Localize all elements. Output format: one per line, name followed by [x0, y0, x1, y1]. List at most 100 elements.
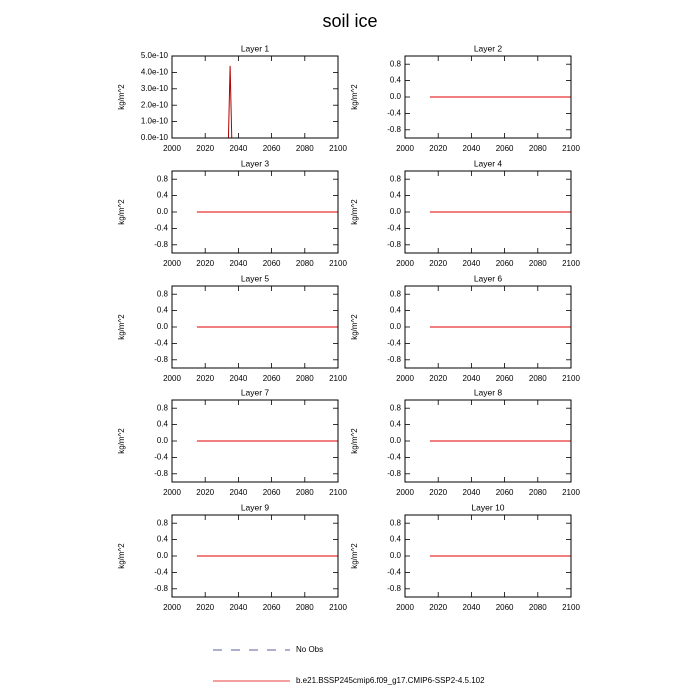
panel-title: Layer 1 [241, 43, 270, 53]
x-tick-label: 2100 [562, 374, 580, 383]
y-tick-label: -0.8 [154, 584, 168, 593]
x-tick-label: 2060 [496, 488, 514, 497]
y-tick-label: 0.8 [157, 289, 169, 298]
x-tick-label: 2080 [296, 603, 314, 612]
x-tick-label: 2000 [396, 488, 414, 497]
y-axis-label: kg/m^2 [117, 428, 126, 454]
figure-title: soil ice [322, 11, 377, 31]
x-tick-label: 2020 [196, 259, 214, 268]
y-tick-label: 0.4 [390, 535, 402, 544]
x-tick-label: 2020 [429, 259, 447, 268]
y-tick-label: -0.8 [387, 355, 401, 364]
y-tick-label: 0.4 [157, 535, 169, 544]
y-tick-label: 0.8 [390, 518, 402, 527]
x-tick-label: 2040 [463, 374, 481, 383]
legend-label: b.e21.BSSP245cmip6.f09_g17.CMIP6-SSP2-4.… [296, 676, 485, 685]
x-tick-label: 2100 [329, 144, 347, 153]
x-tick-label: 2100 [329, 374, 347, 383]
y-tick-label: 0.8 [390, 174, 402, 183]
x-tick-label: 2040 [230, 144, 248, 153]
plot-frame [404, 399, 572, 483]
y-tick-label: -0.4 [154, 453, 168, 462]
y-tick-label: 0.4 [390, 420, 402, 429]
y-tick-label: 0.0 [157, 322, 169, 331]
y-tick-label: -0.4 [154, 224, 168, 233]
y-tick-label: -0.8 [387, 125, 401, 134]
x-tick-label: 2020 [429, 603, 447, 612]
y-axis-label: kg/m^2 [350, 84, 359, 110]
y-tick-label: -0.4 [387, 224, 401, 233]
x-tick-label: 2040 [463, 603, 481, 612]
plot-frame [404, 170, 572, 254]
y-axis-label: kg/m^2 [117, 543, 126, 569]
x-tick-label: 2020 [196, 144, 214, 153]
y-axis-label: kg/m^2 [350, 199, 359, 225]
y-tick-label: 0.4 [157, 306, 169, 315]
panel-title: Layer 6 [474, 273, 503, 283]
y-tick-label: 0.8 [390, 403, 402, 412]
x-tick-label: 2060 [496, 603, 514, 612]
y-tick-label: -0.4 [387, 339, 401, 348]
x-tick-label: 2080 [529, 603, 547, 612]
x-tick-label: 2060 [496, 374, 514, 383]
y-tick-label: 4.0e-10 [141, 68, 169, 77]
y-axis-label: kg/m^2 [117, 84, 126, 110]
x-tick-label: 2000 [163, 374, 181, 383]
x-tick-label: 2020 [429, 144, 447, 153]
x-tick-label: 2000 [163, 488, 181, 497]
x-tick-label: 2100 [562, 144, 580, 153]
x-tick-label: 2040 [463, 144, 481, 153]
x-tick-label: 2020 [196, 603, 214, 612]
x-tick-label: 2080 [296, 374, 314, 383]
y-axis-label: kg/m^2 [117, 199, 126, 225]
plot-frame [171, 170, 339, 254]
x-tick-label: 2000 [163, 603, 181, 612]
y-axis-label: kg/m^2 [350, 428, 359, 454]
panel-title: Layer 4 [474, 158, 503, 168]
x-tick-label: 2060 [263, 259, 281, 268]
y-tick-label: 0.4 [390, 76, 402, 85]
panel-title: Layer 3 [241, 158, 270, 168]
plot-frame [171, 514, 339, 598]
y-tick-label: 0.4 [157, 420, 169, 429]
y-tick-label: 0.0 [157, 551, 169, 560]
plot-frame [171, 55, 339, 139]
y-tick-label: 3.0e-10 [141, 84, 169, 93]
plot-frame [171, 285, 339, 369]
y-tick-label: 0.4 [390, 306, 402, 315]
x-tick-label: 2080 [529, 374, 547, 383]
y-tick-label: -0.8 [387, 584, 401, 593]
panel-title: Layer 10 [471, 502, 504, 512]
x-tick-label: 2040 [230, 374, 248, 383]
y-tick-label: -0.4 [387, 568, 401, 577]
y-tick-label: 1.0e-10 [141, 117, 169, 126]
x-tick-label: 2060 [496, 259, 514, 268]
y-tick-label: -0.8 [154, 240, 168, 249]
x-tick-label: 2100 [562, 259, 580, 268]
x-tick-label: 2020 [429, 374, 447, 383]
x-tick-label: 2080 [529, 488, 547, 497]
x-tick-label: 2100 [329, 488, 347, 497]
x-tick-label: 2060 [263, 488, 281, 497]
x-tick-label: 2020 [196, 374, 214, 383]
x-tick-label: 2040 [230, 603, 248, 612]
y-tick-label: -0.8 [154, 355, 168, 364]
x-tick-label: 2100 [329, 259, 347, 268]
y-tick-label: 0.0e-10 [141, 133, 169, 142]
y-tick-label: 0.8 [157, 174, 169, 183]
y-tick-label: -0.4 [387, 109, 401, 118]
x-tick-label: 2040 [463, 259, 481, 268]
x-tick-label: 2080 [296, 488, 314, 497]
series-line [196, 65, 338, 139]
x-tick-label: 2060 [496, 144, 514, 153]
plot-frame [404, 285, 572, 369]
y-tick-label: 5.0e-10 [141, 51, 169, 60]
y-axis-label: kg/m^2 [350, 314, 359, 340]
y-axis-label: kg/m^2 [350, 543, 359, 569]
x-tick-label: 2040 [230, 488, 248, 497]
x-tick-label: 2020 [429, 488, 447, 497]
x-tick-label: 2000 [396, 144, 414, 153]
panel-title: Layer 9 [241, 502, 270, 512]
panel-title: Layer 7 [241, 387, 270, 397]
